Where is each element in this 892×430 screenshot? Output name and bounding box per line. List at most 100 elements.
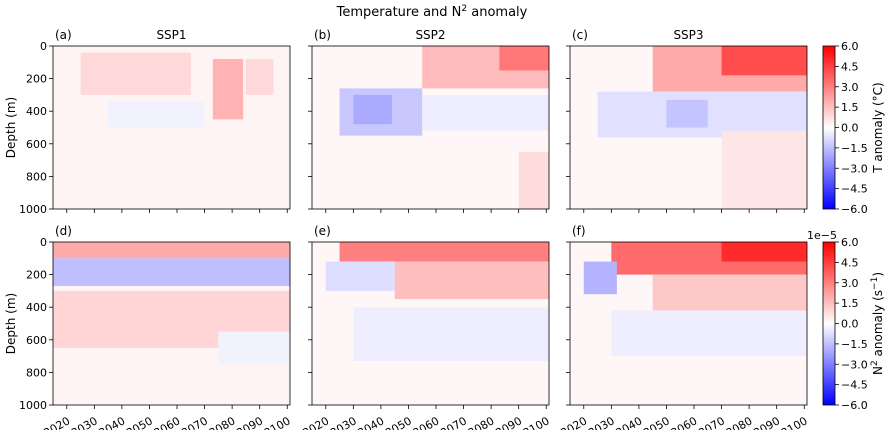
colorbar-tick-label: 0.0 <box>841 122 859 135</box>
x-tick-label: 2040 <box>356 414 387 430</box>
colorbar-tick-label: −1.5 <box>841 142 868 155</box>
y-tick-label: 200 <box>26 73 47 86</box>
heatmap-cell <box>218 331 290 365</box>
y-tick-label: 0 <box>40 40 47 53</box>
x-tick-label: 2080 <box>207 414 238 430</box>
heatmap-cell <box>353 307 549 361</box>
panel-label: (d) <box>55 224 72 238</box>
heatmap-cell <box>583 261 617 295</box>
panel-label: (b) <box>314 28 331 42</box>
colorbar-gradient <box>822 45 836 210</box>
y-tick-label: 600 <box>26 334 47 347</box>
heatmap-cell <box>394 261 549 300</box>
axes-frame <box>52 45 291 210</box>
colorbar-tick-label: −4.5 <box>841 379 868 392</box>
x-tick-label: 2070 <box>438 414 469 430</box>
axes-frame <box>569 45 808 210</box>
x-tick-label: 2100 <box>521 414 552 430</box>
y-tick-label: 400 <box>26 301 47 314</box>
panel-label: (c) <box>572 28 588 42</box>
x-tick-label: 2040 <box>97 414 128 430</box>
x-tick-label: 2030 <box>328 414 359 430</box>
heatmap-cell <box>422 94 549 131</box>
colorbar-temperature: 6.0 4.5 3.0 1.5 0.0 −1.5 −3.0 −4.5 −6.0 T anomaly… <box>822 40 885 216</box>
axes-frame <box>52 241 291 406</box>
x-tick-label: 2070 <box>179 414 210 430</box>
colorbar-tick-label: 4.5 <box>841 256 859 269</box>
heatmap-cell <box>53 258 290 287</box>
colorbar-label: N2 anomaly (s−1) <box>870 272 885 375</box>
colorbar-tick-label: 1.5 <box>841 101 859 114</box>
heatmap-cell <box>499 46 549 71</box>
colorbar-n2: 6.0 4.5 3.0 1.5 0.0 −1.5 −3.0 −4.5 −6.0 N2 anomal… <box>807 229 885 412</box>
colorbar-tick-label: −6.0 <box>841 203 868 216</box>
heatmap-cells <box>53 242 290 405</box>
colorbar-offset-text: 1e−5 <box>807 229 837 242</box>
colorbar-tick-label: 3.0 <box>841 81 859 94</box>
panel-title: SSP2 <box>415 28 445 42</box>
heatmap-cells <box>570 242 807 405</box>
panel-2: (b) SSP2 <box>308 28 550 213</box>
heatmap-cells <box>312 242 549 405</box>
colorbar-tick-label: −1.5 <box>841 338 868 351</box>
heatmap-cells <box>312 46 549 209</box>
heatmap-cells <box>53 46 290 209</box>
colorbar-tick-label: 6.0 <box>841 236 859 249</box>
y-tick-label: 800 <box>26 170 47 183</box>
x-tick-label: 2050 <box>383 414 414 430</box>
y-axis-label: Depth (m) <box>4 293 18 354</box>
colorbar-tick-label: −6.0 <box>841 399 868 412</box>
x-tick-label: 2070 <box>696 414 727 430</box>
y-tick-label: 0 <box>40 236 47 249</box>
heatmap-cell <box>721 130 807 209</box>
heatmap-cell <box>212 59 244 120</box>
colorbar-tick-label: −3.0 <box>841 358 868 371</box>
x-tick-label: 2030 <box>586 414 617 430</box>
y-tick-label: 800 <box>26 366 47 379</box>
heatmap-cell <box>721 242 807 262</box>
heatmap-cell <box>721 46 807 76</box>
panel-label: (e) <box>314 224 331 238</box>
y-tick-label: 1000 <box>19 203 47 216</box>
colorbar-tick-label: 3.0 <box>841 277 859 290</box>
colorbar-tick-label: 6.0 <box>841 40 859 53</box>
heatmap-cell <box>53 242 290 259</box>
colorbar-tick-label: 4.5 <box>841 60 859 73</box>
heatmap-cell <box>353 94 392 125</box>
y-tick-label: 1000 <box>19 399 47 412</box>
axes-frame <box>569 241 808 406</box>
y-tick-label: 200 <box>26 269 47 282</box>
colorbar-tick-label: 1.5 <box>841 297 859 310</box>
heatmap-cell <box>339 242 549 262</box>
x-tick-label: 2100 <box>262 414 293 430</box>
x-tick-label: 2090 <box>234 414 265 430</box>
x-tick-label: 2060 <box>411 414 442 430</box>
heatmap-cell <box>108 101 205 128</box>
x-tick-label: 2050 <box>124 414 155 430</box>
x-tick-label: 2090 <box>493 414 524 430</box>
x-tick-label: 2020 <box>559 414 590 430</box>
panel-1: (a) SSP1 0 200 400 600 800 1000 Depth (m) <box>4 28 291 216</box>
colorbar-label: T anomaly (°C) <box>871 82 885 173</box>
colorbars: 6.0 4.5 3.0 1.5 0.0 −1.5 −3.0 −4.5 −6.0 T anomaly… <box>807 40 885 412</box>
y-tick-label: 400 <box>26 105 47 118</box>
heatmap-cell <box>80 52 191 95</box>
colorbar-gradient <box>822 241 836 406</box>
axes-frame <box>311 241 550 406</box>
panel-4: (d) 0 200 400 600 800 1000 Depth (m) 20202030204… <box>4 224 293 430</box>
heatmap-cells <box>570 46 807 209</box>
x-tick-label: 2080 <box>724 414 755 430</box>
panel-label: (a) <box>55 28 72 42</box>
x-tick-label: 2020 <box>42 414 73 430</box>
x-tick-label: 2060 <box>152 414 183 430</box>
colorbar-tick-label: 0.0 <box>841 318 859 331</box>
x-tick-label: 2100 <box>779 414 810 430</box>
x-tick-label: 2060 <box>669 414 700 430</box>
colorbar-tick-label: −4.5 <box>841 183 868 196</box>
y-tick-label: 600 <box>26 138 47 151</box>
panel-label: (f) <box>572 224 586 238</box>
heatmap-cell <box>518 151 549 209</box>
x-tick-label: 2040 <box>614 414 645 430</box>
